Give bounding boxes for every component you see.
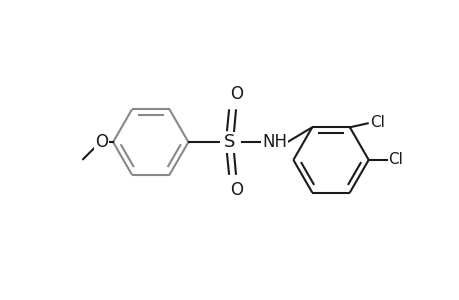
Text: S: S xyxy=(224,133,235,151)
Text: O: O xyxy=(95,133,108,151)
Text: O: O xyxy=(230,85,243,103)
Text: NH: NH xyxy=(262,133,286,151)
Text: Cl: Cl xyxy=(369,115,384,130)
Text: O: O xyxy=(230,181,243,199)
Text: Cl: Cl xyxy=(388,152,403,167)
